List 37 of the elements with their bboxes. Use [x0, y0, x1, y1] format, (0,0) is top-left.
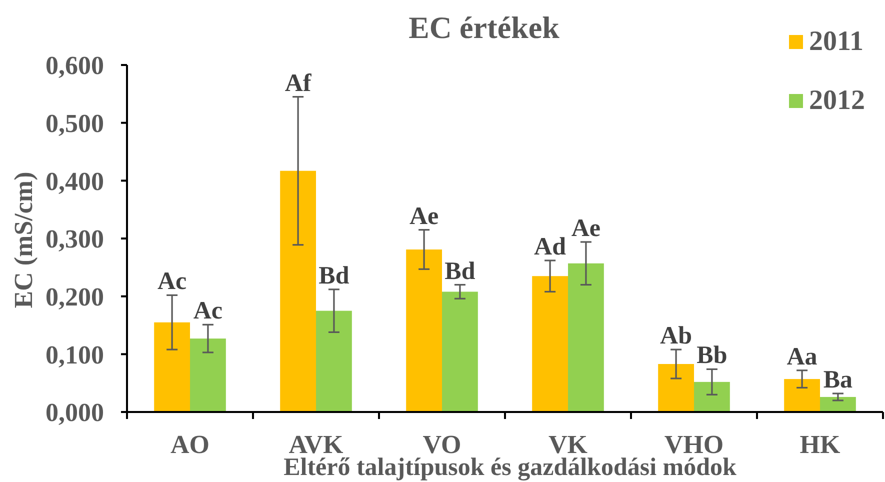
x-tick-label: AO [170, 430, 210, 459]
bar [190, 338, 226, 412]
y-axis-title: EC (mS/cm) [9, 172, 38, 308]
bar [406, 249, 442, 412]
data-label: Ba [823, 366, 854, 394]
legend-label: 2011 [809, 26, 864, 57]
bar [532, 276, 568, 412]
bar [280, 170, 316, 412]
bar [658, 364, 694, 412]
data-label: Bd [318, 262, 350, 290]
data-label: Ab [660, 322, 692, 350]
bar [568, 263, 604, 412]
data-label: Aa [786, 343, 818, 370]
data-label: Ac [193, 298, 223, 325]
bar [442, 292, 478, 412]
y-tick-label: 0,100 [46, 340, 104, 370]
y-tick-label: 0,300 [46, 224, 104, 254]
y-tick-label: 0,400 [46, 166, 104, 196]
bar [694, 382, 730, 412]
data-label: Ac [157, 268, 187, 296]
y-tick-label: 0,200 [46, 282, 104, 312]
bar [154, 322, 190, 412]
y-tick-label: 0,500 [46, 108, 104, 138]
chart-title: EC értékek [408, 10, 560, 45]
data-label: Ad [534, 233, 566, 260]
data-label: Ae [571, 214, 601, 242]
y-tick-label: 0,000 [46, 398, 104, 428]
x-tick-label: HK [800, 430, 841, 459]
bar [820, 396, 856, 412]
data-label: Bd [444, 258, 476, 285]
bar [784, 379, 820, 412]
y-tick-label: 0,600 [46, 51, 104, 80]
bar [316, 310, 352, 412]
data-label: Ae [409, 202, 439, 230]
legend-label: 2012 [809, 85, 865, 116]
data-label: Af [284, 70, 312, 97]
data-label: Bb [696, 342, 728, 370]
